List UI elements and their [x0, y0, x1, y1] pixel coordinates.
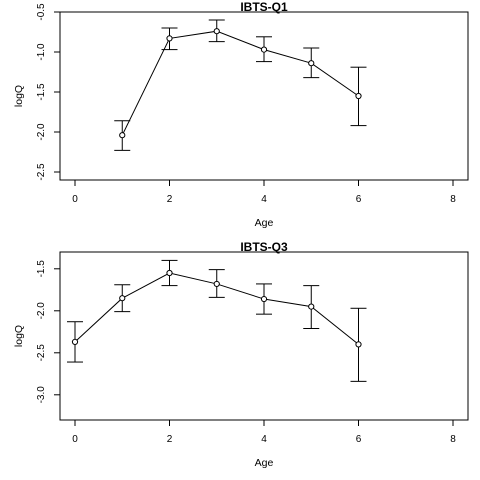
data-point [213, 280, 220, 288]
x-tick-label: 6 [356, 434, 362, 445]
y-axis-label: logQ [13, 325, 25, 347]
series-line [121, 30, 359, 136]
y-axis: -0.5 -1.0 -1.5 -2.0 -2.5 [36, 3, 61, 181]
panel-ibts-q1: IBTS-Q1 Age logQ 0 2 4 6 8 -0.5 -1.0 -1.5 -2.0 -2… [13, 0, 469, 229]
data-point [355, 341, 362, 348]
data-point [308, 303, 315, 310]
data-point [355, 92, 362, 100]
x-tick-label: 2 [167, 194, 173, 205]
y-tick-label: -2.0 [36, 302, 47, 320]
y-tick-label: -1.5 [36, 83, 47, 101]
chart-title: IBTS-Q3 [240, 240, 288, 254]
y-tick-label: -0.5 [36, 3, 47, 21]
x-axis-label: Age [255, 457, 274, 469]
y-axis: -1.5 -2.0 -2.5 -3.0 [36, 260, 61, 404]
x-axis: 0 2 4 6 8 [72, 179, 456, 205]
y-tick-label: -2.5 [36, 344, 47, 362]
data-point [119, 295, 126, 302]
data-point [166, 35, 173, 42]
x-tick-label: 4 [261, 434, 267, 445]
chart-title: IBTS-Q1 [240, 0, 288, 14]
x-tick-label: 2 [167, 434, 173, 445]
data-point [166, 269, 173, 277]
x-tick-label: 8 [450, 194, 456, 205]
x-tick-label: 8 [450, 434, 456, 445]
data-point [260, 295, 268, 303]
y-tick-label: -2.5 [36, 163, 47, 181]
y-tick-label: -2.0 [36, 123, 47, 141]
y-tick-label: -1.5 [36, 260, 47, 278]
x-tick-label: 0 [72, 434, 78, 445]
x-tick-label: 4 [261, 194, 267, 205]
y-tick-label: -3.0 [36, 386, 47, 404]
y-axis-label: logQ [13, 85, 25, 107]
data-point [308, 60, 315, 67]
data-point [119, 132, 126, 139]
x-axis: 0 2 4 6 8 [72, 419, 456, 445]
data-point [213, 28, 220, 35]
data-point [71, 338, 79, 345]
x-tick-label: 0 [72, 194, 78, 205]
y-tick-label: -1.0 [36, 43, 47, 61]
x-axis-label: Age [255, 217, 274, 229]
x-tick-label: 6 [356, 194, 362, 205]
panel-ibts-q3: IBTS-Q3 Age logQ 0 2 4 6 8 -1.5 -2.0 -2.5 -3.0 [13, 240, 469, 469]
data-point [260, 46, 268, 53]
